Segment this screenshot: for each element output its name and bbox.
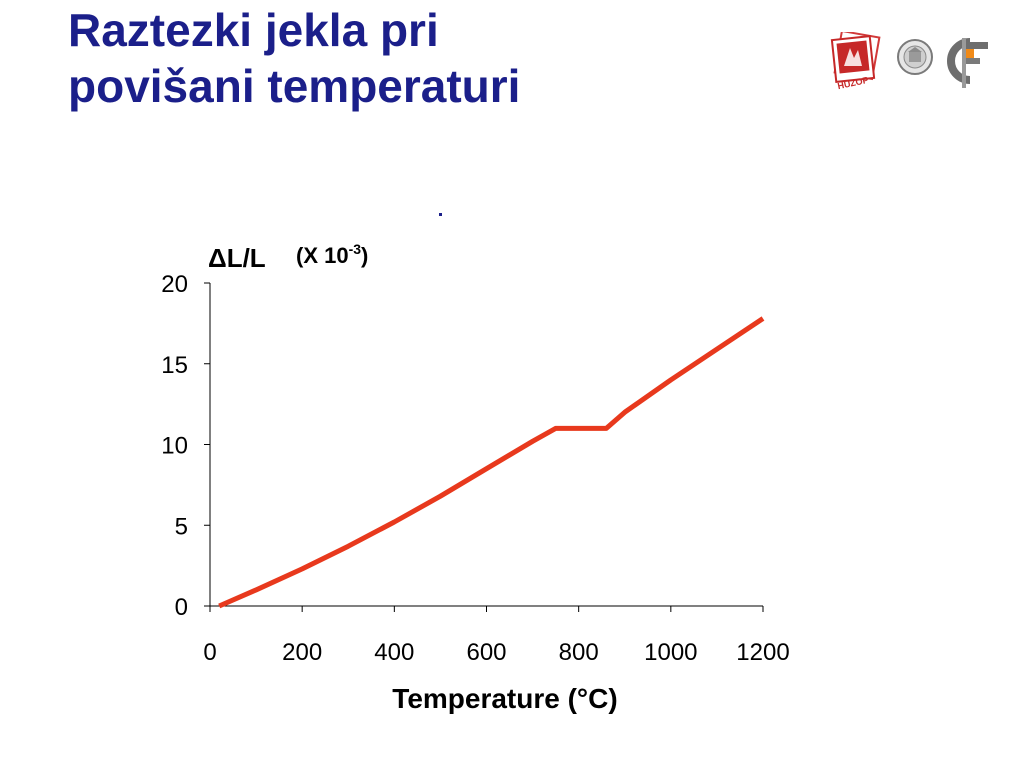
slide-title: Raztezki jekla pri povišani temperaturi <box>68 2 520 114</box>
axes <box>204 282 764 612</box>
decorative-dot <box>439 213 442 216</box>
x-tick-label: 1200 <box>736 639 789 666</box>
y-axis-unit: (X 10-3) <box>296 241 368 268</box>
x-tick-label: 0 <box>203 639 216 666</box>
logos: HUZOP <box>826 29 992 104</box>
y-tick-label: 5 <box>175 513 188 540</box>
y-tick-labels: 0 5 10 15 20 <box>161 271 188 621</box>
y-tick-label: 10 <box>161 433 188 460</box>
y-tick-label: 20 <box>161 271 188 298</box>
x-tick-label: 600 <box>466 639 506 666</box>
x-tick-label: 1000 <box>644 639 697 666</box>
gf-logo-icon <box>938 36 990 95</box>
x-tick-label: 200 <box>282 639 322 666</box>
y-tick-label: 0 <box>175 594 188 621</box>
university-seal-icon <box>896 38 934 81</box>
huzop-logo-icon: HUZOP <box>826 29 882 103</box>
slide-title-line-2: povišani temperaturi <box>68 60 521 112</box>
y-tick-label: 15 <box>161 352 188 379</box>
y-axis-title-main: ΔL/L <box>208 243 266 273</box>
x-axis-title: Temperature (°C) <box>392 683 617 714</box>
series-line <box>218 316 765 609</box>
y-axis-title: ΔL/L (X 10-3) <box>208 241 368 273</box>
x-tick-labels: 0 200 400 600 800 1000 1200 <box>203 639 789 666</box>
slide-title-line-1: Raztezki jekla pri <box>68 4 439 56</box>
x-tick-label: 800 <box>559 639 599 666</box>
x-tick-label: 400 <box>374 639 414 666</box>
